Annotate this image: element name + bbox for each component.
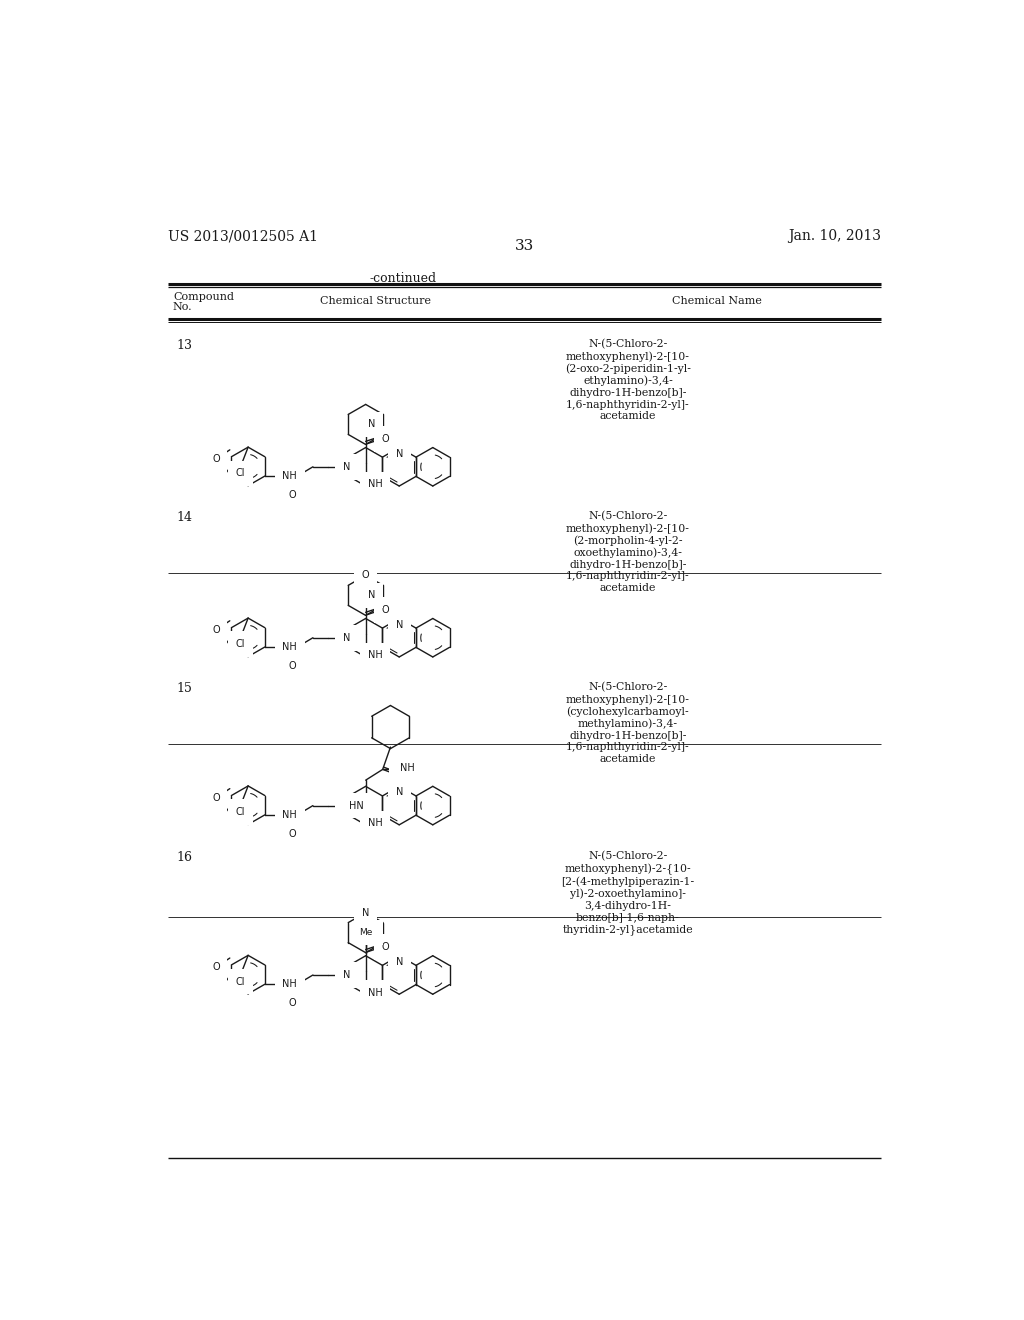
Text: N: N [343,462,350,471]
Text: N: N [395,957,402,966]
Text: N-(5-Chloro-2-
methoxyphenyl)-2-{10-
[2-(4-methylpiperazin-1-
yl)-2-oxoethylamin: N-(5-Chloro-2- methoxyphenyl)-2-{10- [2-… [561,851,694,935]
Text: O: O [382,605,389,615]
Text: NH: NH [368,987,382,998]
Text: 13: 13 [176,339,193,352]
Text: N: N [395,449,402,458]
Text: O: O [212,454,220,465]
Text: O: O [212,962,220,973]
Text: Me: Me [359,928,373,937]
Text: O: O [289,661,297,671]
Text: N: N [361,908,370,917]
Text: O: O [382,942,389,952]
Text: O: O [289,998,297,1008]
Text: Chemical Name: Chemical Name [672,296,762,306]
Text: N-(5-Chloro-2-
methoxyphenyl)-2-[10-
(cyclohexylcarbamoyl-
methylamino)-3,4-
dih: N-(5-Chloro-2- methoxyphenyl)-2-[10- (cy… [566,682,690,764]
Text: Cl: Cl [236,807,245,817]
Text: O: O [396,768,404,779]
Text: O: O [289,490,297,500]
Text: O: O [361,570,370,581]
Text: NH: NH [283,642,297,652]
Text: N: N [343,801,350,810]
Text: 14: 14 [176,511,193,524]
Text: -continued: -continued [370,272,436,285]
Text: NH: NH [283,471,297,480]
Text: 15: 15 [176,682,191,696]
Text: No.: No. [173,302,193,312]
Text: 33: 33 [515,239,535,253]
Text: US 2013/0012505 A1: US 2013/0012505 A1 [168,230,318,243]
Text: N: N [343,970,350,979]
Text: O: O [382,434,389,444]
Text: NH: NH [283,979,297,989]
Text: N: N [369,590,376,601]
Text: NH: NH [368,818,382,828]
Text: Cl: Cl [236,469,245,478]
Text: O: O [212,793,220,803]
Text: O: O [212,626,220,635]
Text: 16: 16 [176,851,193,865]
Text: Jan. 10, 2013: Jan. 10, 2013 [788,230,882,243]
Text: N-(5-Chloro-2-
methoxyphenyl)-2-[10-
(2-morpholin-4-yl-2-
oxoethylamino)-3,4-
di: N-(5-Chloro-2- methoxyphenyl)-2-[10- (2-… [566,511,690,593]
Text: N: N [395,788,402,797]
Text: N-(5-Chloro-2-
methoxyphenyl)-2-[10-
(2-oxo-2-piperidin-1-yl-
ethylamino)-3,4-
d: N-(5-Chloro-2- methoxyphenyl)-2-[10- (2-… [565,339,691,421]
Text: N: N [369,928,376,937]
Text: N: N [343,632,350,643]
Text: NH: NH [400,763,415,772]
Text: Compound: Compound [173,293,233,302]
Text: NH: NH [283,810,297,820]
Text: HN: HN [349,801,364,810]
Text: Cl: Cl [236,639,245,649]
Text: O: O [289,829,297,840]
Text: Cl: Cl [236,977,245,986]
Text: N: N [395,619,402,630]
Text: NH: NH [368,651,382,660]
Text: NH: NH [368,479,382,490]
Text: N: N [369,420,376,429]
Text: Chemical Structure: Chemical Structure [321,296,431,306]
